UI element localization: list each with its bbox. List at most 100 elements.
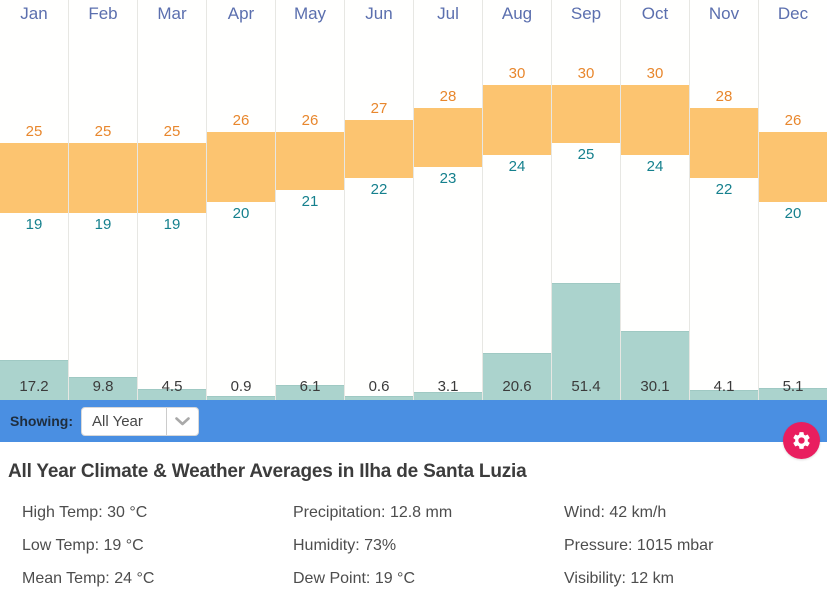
precipitation-bar [138,388,206,400]
gear-icon [791,430,812,451]
precipitation-label: 0.6 [368,378,390,395]
stat-visibility: Visibility: 12 km [564,570,674,587]
precipitation-bar [690,389,758,400]
temp-range-bar [276,131,344,190]
low-temp-label: 19 [94,216,112,234]
precipitation-label: 51.4 [571,378,601,395]
low-temp-label: 24 [646,157,664,175]
precipitation-bar [621,331,689,400]
month-label: Feb [88,4,118,23]
low-temp-label: 19 [163,216,181,234]
chevron-down-icon [166,407,198,435]
precipitation-label: 4.5 [161,378,183,395]
temp-range-bar [690,108,758,179]
showing-toolbar: Showing: All Year [0,400,827,442]
month-label: Jul [437,4,459,23]
settings-button[interactable] [783,422,820,459]
precipitation-bar [276,385,344,400]
precipitation-label: 5.1 [782,378,804,395]
high-temp-label: 30 [646,64,664,82]
month-label: Apr [227,4,255,23]
high-temp-label: 26 [301,111,319,129]
chart-column-feb: Feb 25 19 9.8 [69,0,138,400]
precipitation-label: 30.1 [640,378,670,395]
precipitation-bar [345,396,413,400]
showing-select-value: All Year [92,412,143,430]
chart-column-jun: Jun 27 22 0.6 [345,0,414,400]
precipitation-bar [552,283,620,400]
temp-range-bar [345,119,413,179]
stat-wind: Wind: 42 km/h [564,504,667,521]
stats-column-atmosphere: Wind: 42 km/h Pressure: 1015 mbar Visibi… [564,504,713,602]
month-label: Oct [641,4,669,23]
high-temp-label: 25 [25,123,43,141]
temp-range-bar [552,84,620,144]
precipitation-label: 20.6 [502,378,532,395]
stats-column-temperature: High Temp: 30 °C Low Temp: 19 °C Mean Te… [22,504,293,602]
chart-column-sep: Sep 30 25 51.4 [552,0,621,400]
temp-range-bar [621,84,689,155]
stats-grid: High Temp: 30 °C Low Temp: 19 °C Mean Te… [22,504,819,602]
precipitation-label: 9.8 [92,378,114,395]
temp-range-bar [138,143,206,214]
low-temp-label: 20 [232,204,250,222]
temp-range-bar [759,131,827,202]
showing-select[interactable]: All Year [81,406,199,436]
precipitation-label: 4.1 [713,378,735,395]
showing-label: Showing: [10,413,73,429]
low-temp-label: 20 [784,204,802,222]
precipitation-label: 3.1 [437,378,459,395]
temp-range-bar [483,84,551,155]
high-temp-label: 25 [163,123,181,141]
stat-mean-temp: Mean Temp: 24 °C [22,570,155,587]
high-temp-label: 27 [370,99,388,117]
month-label: Nov [708,4,740,23]
month-label: Aug [501,4,533,23]
chart-column-dec: Dec 26 20 5.1 [759,0,827,400]
precipitation-label: 17.2 [19,378,49,395]
low-temp-label: 22 [715,181,733,199]
low-temp-label: 22 [370,181,388,199]
chart-column-apr: Apr 26 20 0.9 [207,0,276,400]
stat-low-temp: Low Temp: 19 °C [22,537,144,554]
chart-column-oct: Oct 30 24 30.1 [621,0,690,400]
low-temp-label: 24 [508,157,526,175]
chart-column-aug: Aug 30 24 20.6 [483,0,552,400]
low-temp-label: 19 [25,216,43,234]
stat-dew-point: Dew Point: 19 °C [293,570,416,587]
temp-range-bar [69,143,137,214]
high-temp-label: 30 [508,64,526,82]
temp-range-bar [414,108,482,167]
chart-column-jan: Jan 25 19 17.2 [0,0,69,400]
precipitation-bar [69,376,137,400]
precipitation-bar [0,360,68,400]
month-label: Jan [20,4,48,23]
precipitation-bar [207,396,275,400]
temp-range-bar [207,131,275,202]
high-temp-label: 25 [94,123,112,141]
stat-high-temp: High Temp: 30 °C [22,504,148,521]
stats-column-moisture: Precipitation: 12.8 mm Humidity: 73% Dew… [293,504,564,602]
month-label: May [293,4,327,23]
low-temp-label: 25 [577,146,595,164]
precipitation-bar [414,392,482,400]
month-label: Dec [777,4,809,23]
high-temp-label: 30 [577,64,595,82]
low-temp-label: 21 [301,192,319,210]
chart-column-mar: Mar 25 19 4.5 [138,0,207,400]
month-label: Jun [365,4,393,23]
chart-column-jul: Jul 28 23 3.1 [414,0,483,400]
temp-range-bar [0,143,68,214]
stat-humidity: Humidity: 73% [293,537,397,554]
stat-pressure: Pressure: 1015 mbar [564,537,714,554]
precipitation-bar [759,387,827,400]
chart-column-may: May 26 21 6.1 [276,0,345,400]
high-temp-label: 26 [232,111,250,129]
high-temp-label: 28 [715,88,733,106]
high-temp-label: 28 [439,88,457,106]
low-temp-label: 23 [439,169,457,187]
precipitation-label: 0.9 [230,378,252,395]
precipitation-label: 6.1 [299,378,321,395]
page-title: All Year Climate & Weather Averages in I… [8,461,527,482]
